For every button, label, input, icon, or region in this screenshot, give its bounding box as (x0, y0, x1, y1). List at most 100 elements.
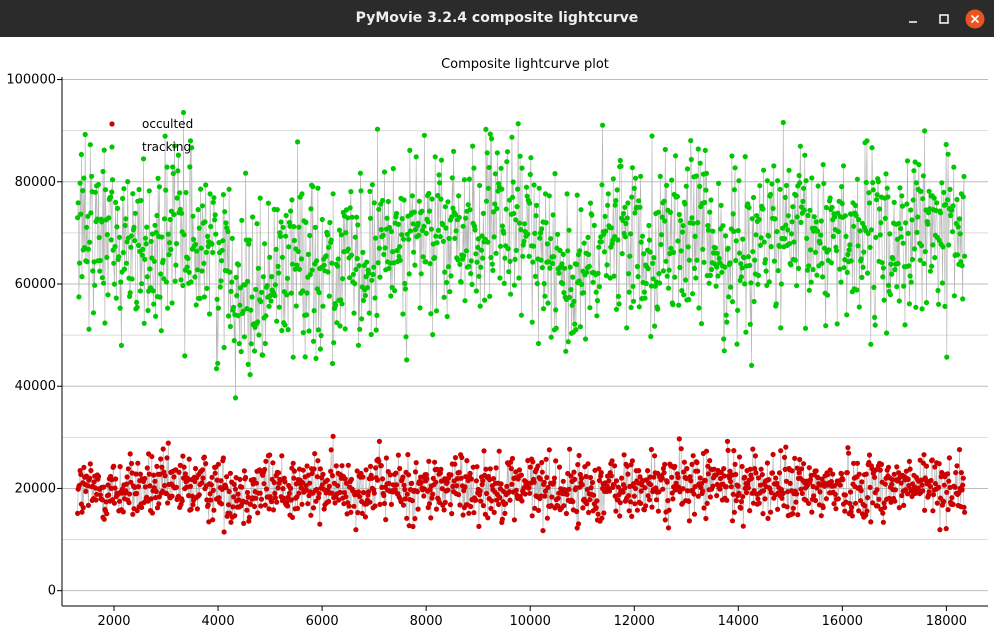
data-point (427, 261, 433, 267)
data-point (627, 253, 633, 259)
data-point (736, 178, 742, 184)
data-point (123, 481, 129, 487)
data-point (102, 320, 108, 326)
data-point (718, 202, 724, 208)
data-point (483, 490, 490, 497)
data-point (135, 460, 141, 466)
data-point (541, 306, 547, 312)
data-point (340, 276, 346, 282)
data-point (261, 481, 267, 487)
data-point (409, 498, 415, 504)
data-point (662, 218, 668, 224)
data-point (784, 504, 790, 510)
data-point (567, 294, 573, 300)
data-point (813, 497, 819, 504)
data-point (845, 445, 851, 451)
data-point (246, 514, 252, 521)
data-point (489, 261, 495, 267)
data-point (153, 229, 159, 236)
data-point (551, 475, 558, 481)
close-icon[interactable] (965, 9, 985, 29)
data-point (404, 231, 410, 237)
data-point (186, 269, 192, 275)
data-point (880, 519, 887, 525)
data-point (522, 221, 528, 227)
minimize-icon[interactable] (903, 9, 923, 29)
data-point (599, 515, 605, 521)
data-point (412, 227, 419, 233)
data-point (751, 298, 757, 305)
data-point (764, 178, 771, 184)
data-point (911, 246, 918, 252)
data-point (925, 221, 931, 227)
data-point (778, 448, 784, 454)
data-point (842, 257, 848, 263)
data-point (275, 263, 281, 269)
data-point (574, 261, 580, 267)
data-point (135, 242, 142, 248)
data-point (101, 516, 107, 522)
data-point (632, 485, 639, 492)
data-point (231, 494, 237, 500)
data-point (828, 260, 835, 266)
data-point (796, 172, 802, 179)
data-point (823, 323, 829, 329)
data-point (638, 173, 644, 179)
data-point (593, 505, 599, 511)
chart-title: Composite lightcurve plot (441, 57, 609, 72)
data-point (116, 234, 123, 240)
data-point (215, 305, 221, 311)
data-point (653, 485, 659, 491)
data-point (889, 477, 895, 483)
data-point (516, 275, 522, 281)
data-point (810, 266, 816, 273)
data-point (693, 173, 700, 179)
data-point (642, 485, 648, 491)
data-point (730, 491, 736, 497)
legend-marker-tracking (109, 144, 115, 150)
data-point (854, 287, 860, 293)
data-point (257, 195, 263, 201)
data-point (813, 249, 819, 255)
data-point (393, 482, 400, 488)
data-point (875, 179, 882, 185)
data-point (291, 237, 297, 244)
data-point (313, 498, 319, 504)
data-point (292, 266, 298, 272)
data-point (549, 494, 555, 500)
data-point (694, 459, 700, 466)
data-point (832, 214, 838, 220)
data-point (961, 173, 967, 180)
data-point (87, 239, 93, 245)
data-point (220, 238, 226, 244)
data-point (466, 176, 472, 182)
data-point (882, 215, 888, 221)
data-point (196, 225, 202, 231)
data-point (438, 157, 445, 163)
data-point (478, 264, 484, 270)
data-point (269, 274, 275, 280)
data-point (111, 500, 117, 506)
data-point (247, 372, 253, 378)
data-point (152, 478, 158, 484)
data-point (187, 164, 193, 170)
data-point (842, 492, 849, 498)
data-point (718, 469, 724, 476)
data-point (927, 268, 934, 274)
data-point (83, 488, 89, 494)
data-point (254, 221, 260, 227)
data-point (615, 237, 621, 243)
maximize-icon[interactable] (934, 9, 954, 29)
data-point (206, 519, 212, 525)
data-point (201, 260, 207, 266)
data-point (478, 498, 484, 504)
data-point (851, 223, 857, 229)
data-point (433, 233, 439, 239)
data-point (228, 288, 234, 294)
data-point (613, 478, 620, 484)
data-point (736, 490, 742, 496)
data-point (429, 196, 435, 202)
data-point (198, 245, 204, 251)
data-point (923, 463, 930, 469)
data-point (210, 249, 216, 256)
